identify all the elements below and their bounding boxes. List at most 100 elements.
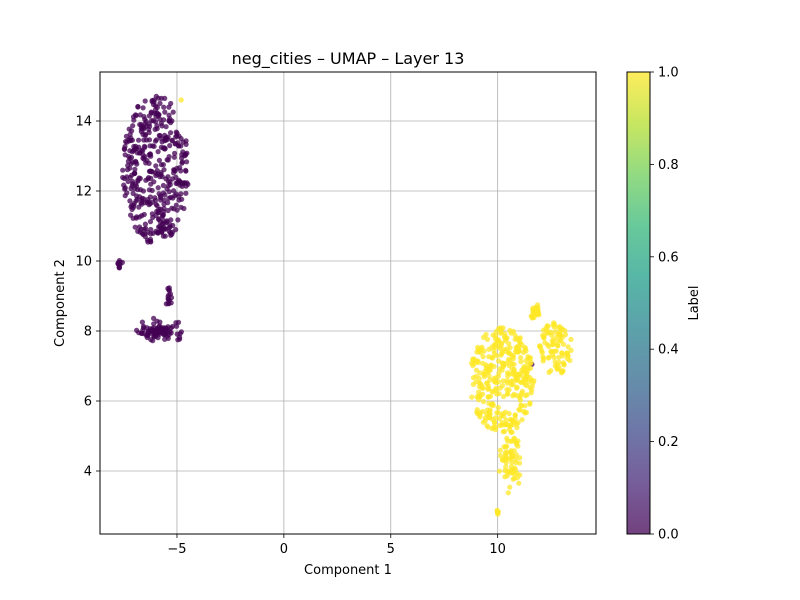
data-point: [480, 354, 486, 360]
data-point: [157, 326, 163, 332]
x-tick-label: 5: [387, 542, 395, 557]
data-point: [120, 167, 126, 173]
colorbar-tick-label: 0.2: [658, 435, 679, 450]
data-point: [157, 100, 163, 106]
data-point: [530, 305, 536, 311]
data-point: [134, 150, 140, 156]
data-point: [147, 219, 154, 225]
data-point: [477, 412, 483, 418]
data-point: [480, 385, 486, 391]
data-point: [158, 135, 164, 141]
data-point: [553, 348, 559, 354]
data-point: [469, 360, 475, 366]
data-point: [161, 104, 167, 110]
data-point: [514, 384, 520, 390]
data-point: [565, 344, 571, 350]
data-point: [506, 362, 512, 368]
data-point: [137, 214, 143, 220]
data-point: [153, 163, 159, 169]
data-point: [163, 325, 169, 331]
data-point: [510, 393, 516, 399]
axes-frame: [99, 71, 597, 535]
data-point: [156, 216, 162, 222]
data-point: [124, 174, 130, 180]
data-point: [497, 366, 503, 372]
data-point: [527, 355, 534, 361]
data-point: [482, 415, 488, 421]
data-point: [484, 411, 490, 417]
data-point: [171, 206, 177, 212]
data-point: [490, 402, 496, 409]
data-point: [500, 346, 506, 352]
data-point: [548, 349, 554, 355]
colorbar-gradient: [627, 72, 650, 534]
colorbar-tick-label: 0.8: [658, 158, 679, 173]
data-point: [159, 123, 165, 129]
data-point: [483, 362, 489, 368]
data-point: [133, 198, 139, 204]
data-point: [142, 98, 148, 104]
data-point: [470, 375, 477, 381]
data-point: [160, 182, 166, 189]
data-point: [128, 161, 134, 167]
data-point: [162, 109, 168, 115]
data-point: [167, 143, 173, 149]
data-point: [526, 379, 532, 385]
data-point: [510, 476, 516, 482]
data-point: [155, 95, 161, 101]
data-point: [523, 409, 530, 416]
data-point: [146, 187, 152, 193]
data-point: [514, 425, 520, 431]
x-tick-label: −5: [167, 542, 186, 557]
x-axis-ticks: −5 0 5 10: [167, 534, 506, 557]
data-point: [179, 160, 185, 166]
data-point: [157, 319, 163, 325]
data-point: [501, 393, 507, 400]
data-point: [517, 472, 523, 478]
data-point: [174, 165, 180, 171]
data-point: [556, 364, 562, 371]
data-point: [130, 215, 136, 221]
data-point: [170, 109, 176, 115]
data-point: [165, 178, 171, 184]
data-point: [498, 342, 504, 348]
data-point: [500, 411, 506, 417]
data-point: [545, 323, 551, 329]
data-point: [481, 374, 487, 380]
data-point: [149, 169, 155, 175]
data-point: [518, 359, 524, 365]
data-point: [136, 137, 142, 143]
data-point: [141, 125, 147, 131]
data-point: [165, 174, 171, 180]
data-point: [535, 302, 541, 308]
data-point: [535, 308, 541, 314]
data-point: [160, 209, 167, 215]
data-point: [556, 359, 562, 365]
data-point: [552, 329, 559, 335]
data-point: [172, 150, 178, 156]
x-tick-label: 0: [280, 542, 288, 557]
data-point: [500, 378, 506, 384]
data-point: [170, 176, 176, 182]
data-point: [505, 391, 511, 397]
data-point: [482, 368, 488, 375]
data-point: [540, 332, 546, 338]
data-point: [504, 370, 511, 376]
data-point: [139, 319, 145, 325]
data-point: [170, 229, 176, 235]
data-point: [183, 167, 189, 173]
data-point: [536, 343, 543, 349]
data-point: [156, 157, 162, 163]
data-point: [143, 118, 149, 125]
data-point: [502, 474, 508, 480]
data-point: [564, 350, 570, 356]
data-point: [165, 200, 171, 206]
data-point: [512, 336, 518, 342]
data-point: [160, 213, 166, 219]
data-point: [176, 194, 182, 200]
data-point: [504, 346, 510, 352]
data-point: [510, 352, 517, 358]
data-point: [518, 402, 524, 408]
data-point: [515, 443, 521, 449]
